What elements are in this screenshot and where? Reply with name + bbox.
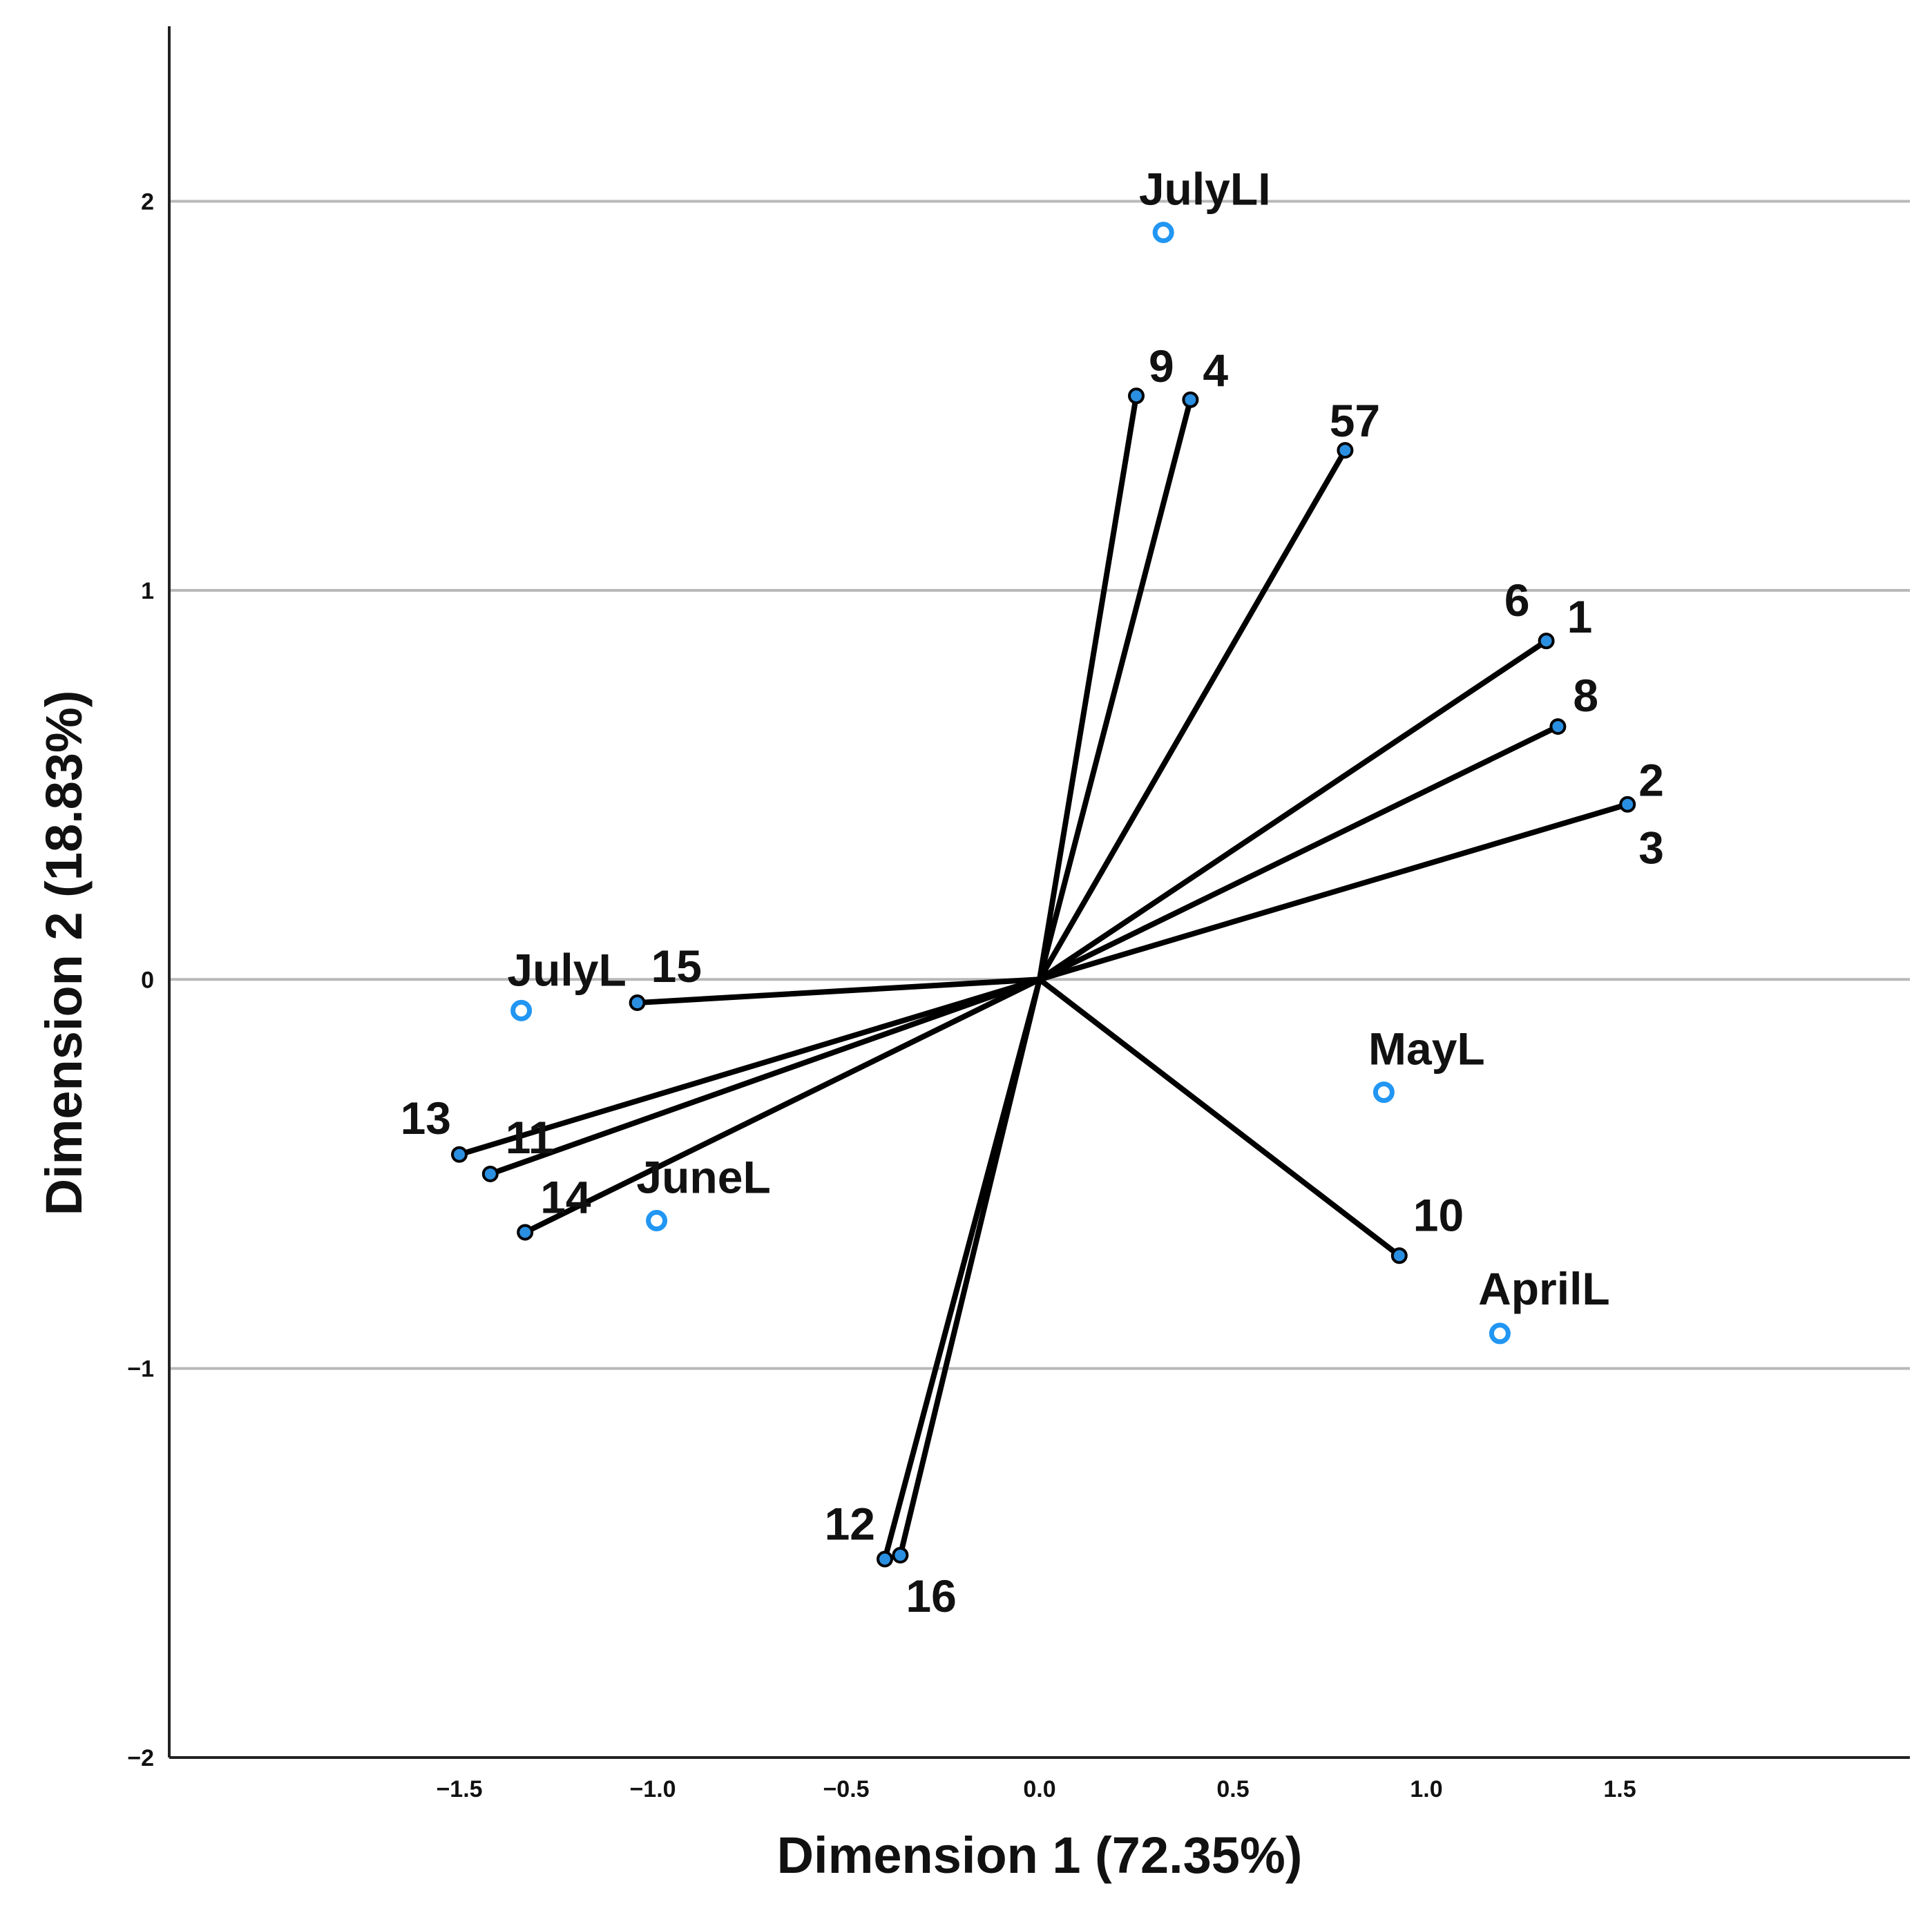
category-label: AprilL (1478, 1263, 1610, 1314)
object-label: 57 (1330, 395, 1380, 446)
axes: 210−1−2−1.5 −1.0 −0.5 0.0 0.5 1.0 1.5 (127, 26, 1910, 1802)
category-point (1373, 1081, 1395, 1104)
object-point (481, 1165, 499, 1182)
object-label: 4 (1203, 345, 1228, 396)
vector-line (487, 976, 1042, 1177)
y-tick-label: −2 (127, 1745, 154, 1771)
vector-line (1037, 976, 1402, 1259)
vector-line (457, 976, 1042, 1157)
vector-line (1037, 801, 1631, 983)
object-label: 12 (825, 1499, 875, 1550)
vector-line (1037, 396, 1194, 983)
y-tick-label: 0 (141, 967, 154, 993)
vector-line (1037, 393, 1139, 983)
x-tick-label: 1.5 (1603, 1776, 1636, 1802)
vector-line (1037, 447, 1348, 983)
x-tick-label: −1.5 (436, 1776, 482, 1802)
y-axis-title: Dimension 2 (18.83%) (35, 691, 93, 1216)
object-label: 3 (1638, 822, 1664, 874)
object-point (1549, 718, 1567, 735)
object-point (451, 1146, 468, 1163)
y-tick-label: −1 (127, 1356, 154, 1383)
vector-line (897, 976, 1042, 1559)
category-label: JulyLI (1139, 164, 1271, 215)
category-point (1489, 1322, 1511, 1345)
vector-line (1037, 724, 1561, 983)
object-point (1182, 391, 1199, 408)
x-tick-label: 1.0 (1410, 1776, 1442, 1802)
x-axis-title: Dimension 1 (72.35%) (777, 1827, 1303, 1884)
vector-line (1037, 638, 1549, 983)
category-point (646, 1210, 668, 1232)
object-point (1538, 633, 1555, 650)
category-label: JuneL (636, 1152, 770, 1203)
object-label: 6 (1504, 575, 1530, 626)
x-tick-label: −0.5 (823, 1776, 869, 1802)
category-point (1152, 222, 1174, 244)
object-point (1337, 442, 1354, 459)
object-point (1619, 796, 1636, 813)
object-label: 16 (906, 1570, 956, 1621)
vector-line (522, 976, 1042, 1235)
object-label: 14 (540, 1171, 591, 1222)
object-label: 13 (401, 1092, 451, 1144)
point-labels: 12345768910111213141516JulyLIJulyLJuneLM… (401, 164, 1664, 1621)
category-label: JulyL (507, 944, 626, 995)
object-label: 8 (1573, 670, 1598, 721)
object-point (892, 1547, 909, 1564)
object-label: 9 (1149, 340, 1174, 392)
x-tick-label: 0.5 (1216, 1776, 1249, 1802)
object-point (629, 994, 646, 1012)
object-label: 2 (1638, 755, 1664, 806)
x-tick-label: 0.0 (1023, 1776, 1055, 1802)
category-label: MayL (1368, 1023, 1485, 1075)
object-point (1128, 387, 1145, 405)
object-point (877, 1550, 893, 1568)
y-tick-label: 2 (141, 189, 154, 215)
object-vectors (451, 387, 1636, 1568)
object-point (1390, 1247, 1408, 1264)
object-label: 1 (1567, 591, 1593, 642)
object-label: 10 (1413, 1189, 1464, 1240)
y-tick-label: 1 (141, 578, 154, 604)
x-tick-label: −1.0 (629, 1776, 676, 1802)
object-point (517, 1224, 534, 1241)
object-label: 11 (506, 1112, 554, 1163)
object-label: 15 (651, 941, 702, 992)
category-points (510, 222, 1511, 1345)
category-point (510, 999, 533, 1021)
vector-line (634, 976, 1042, 1006)
